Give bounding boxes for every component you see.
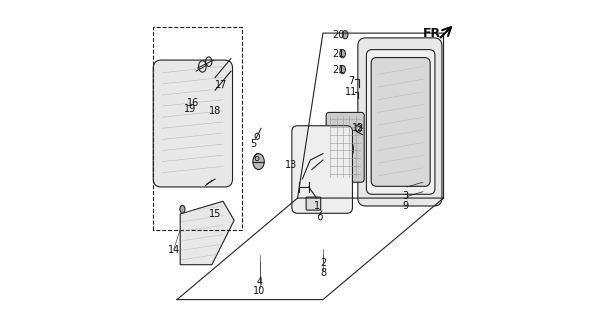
Text: 19: 19	[183, 104, 196, 114]
Ellipse shape	[253, 154, 265, 170]
Text: 2: 2	[320, 258, 326, 268]
Text: 14: 14	[168, 245, 180, 255]
Text: 20: 20	[332, 30, 345, 40]
Text: 9: 9	[403, 201, 409, 211]
Text: 8: 8	[320, 268, 326, 278]
Text: 11: 11	[345, 87, 357, 97]
FancyBboxPatch shape	[326, 112, 364, 182]
Ellipse shape	[340, 66, 345, 74]
Ellipse shape	[340, 50, 345, 58]
Text: 7: 7	[348, 76, 354, 86]
Text: FR.: FR.	[423, 27, 447, 40]
Text: 16: 16	[187, 98, 199, 108]
Ellipse shape	[180, 205, 185, 213]
FancyBboxPatch shape	[358, 38, 442, 206]
FancyBboxPatch shape	[292, 126, 353, 213]
Text: 10: 10	[254, 286, 266, 296]
FancyBboxPatch shape	[371, 58, 430, 186]
Text: 6: 6	[254, 153, 260, 164]
Ellipse shape	[342, 31, 348, 39]
Text: 3: 3	[403, 191, 409, 202]
Text: 21: 21	[332, 49, 345, 59]
Polygon shape	[180, 201, 234, 265]
Text: 4: 4	[257, 277, 263, 287]
Text: 1: 1	[313, 201, 320, 211]
Text: 21: 21	[332, 65, 345, 75]
Text: 17: 17	[215, 80, 228, 91]
Text: 12: 12	[352, 123, 364, 133]
Text: 18: 18	[209, 106, 221, 116]
FancyBboxPatch shape	[367, 50, 435, 194]
Text: 5: 5	[250, 139, 256, 149]
FancyBboxPatch shape	[153, 60, 233, 187]
Text: 15: 15	[209, 209, 221, 219]
FancyBboxPatch shape	[306, 197, 321, 210]
Text: 13: 13	[285, 160, 298, 170]
